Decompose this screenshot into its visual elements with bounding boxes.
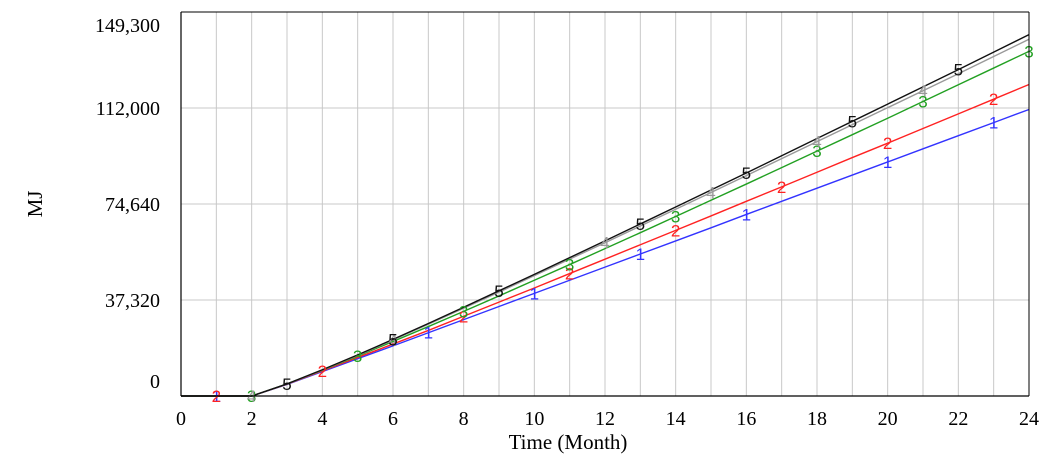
- series-marker-3: 3: [565, 256, 574, 275]
- series-marker-5: 5: [848, 112, 857, 131]
- grid: [181, 12, 1029, 396]
- series-marker-5: 5: [388, 330, 397, 349]
- series-marker-4: 4: [918, 82, 927, 101]
- series-marker-5: 5: [954, 61, 963, 80]
- x-tick-label: 22: [948, 408, 968, 430]
- x-tick-label: 20: [878, 408, 898, 430]
- series-marker-3: 3: [918, 93, 927, 112]
- series-marker-4: 4: [706, 184, 715, 203]
- series-marker-5: 5: [742, 164, 751, 183]
- x-tick-label: 18: [807, 408, 827, 430]
- series-marker-2: 2: [671, 221, 680, 240]
- series-marker-3: 3: [671, 207, 680, 226]
- x-tick-label: 0: [176, 408, 186, 430]
- series-marker-1: 1: [636, 245, 645, 264]
- x-tick-label: 12: [595, 408, 615, 430]
- x-tick-label: 2: [247, 408, 257, 430]
- series-marker-2: 2: [318, 362, 327, 381]
- x-tick-label: 10: [524, 408, 544, 430]
- x-tick-label: 8: [459, 408, 469, 430]
- y-tick-label: 74,640: [105, 194, 160, 216]
- x-tick-label: 14: [666, 408, 686, 430]
- series-marker-4: 4: [600, 234, 609, 253]
- series-marker-2: 2: [777, 178, 786, 197]
- series-marker-1: 1: [742, 205, 751, 224]
- series-lines: [181, 34, 1030, 397]
- series-marker-3: 3: [459, 302, 468, 321]
- series-marker-1: 1: [530, 284, 539, 303]
- series-marker-5: 5: [282, 375, 291, 394]
- x-tick-label: 24: [1019, 408, 1039, 430]
- y-tick-label: 112,000: [96, 98, 160, 120]
- series-marker-5: 5: [494, 282, 503, 301]
- series-marker-1: 1: [883, 153, 892, 172]
- series-line-5: [181, 34, 1030, 397]
- x-axis-title: Time (Month): [509, 430, 628, 454]
- y-tick-label: 37,320: [105, 290, 160, 312]
- series-marker-2: 2: [565, 265, 574, 284]
- series-marker-2: 2: [883, 134, 892, 153]
- series-marker-3: 3: [353, 347, 362, 366]
- x-tick-label: 16: [736, 408, 756, 430]
- series-marker-1: 1: [989, 114, 998, 133]
- series-marker-4: 4: [388, 331, 397, 350]
- series-marker-2: 2: [459, 307, 468, 326]
- series-line-1: [181, 108, 1030, 397]
- series-marker-4: 4: [812, 133, 821, 152]
- axes: 0 2 4 6 8 10 12 14 16 18 20 22 24037,32074,640112,00…: [95, 11, 1039, 430]
- y-axis-title: MJ: [23, 191, 47, 218]
- x-tick-label: 6: [388, 408, 398, 430]
- series-marker-1: 1: [424, 324, 433, 343]
- x-tick-label: 4: [317, 408, 327, 430]
- series-marker-5: 5: [636, 215, 645, 234]
- y-tick-label: 149,300: [95, 15, 160, 37]
- series-marker-3: 3: [812, 142, 821, 161]
- y-tick-label: 0: [150, 371, 160, 393]
- series-marker-2: 2: [989, 90, 998, 109]
